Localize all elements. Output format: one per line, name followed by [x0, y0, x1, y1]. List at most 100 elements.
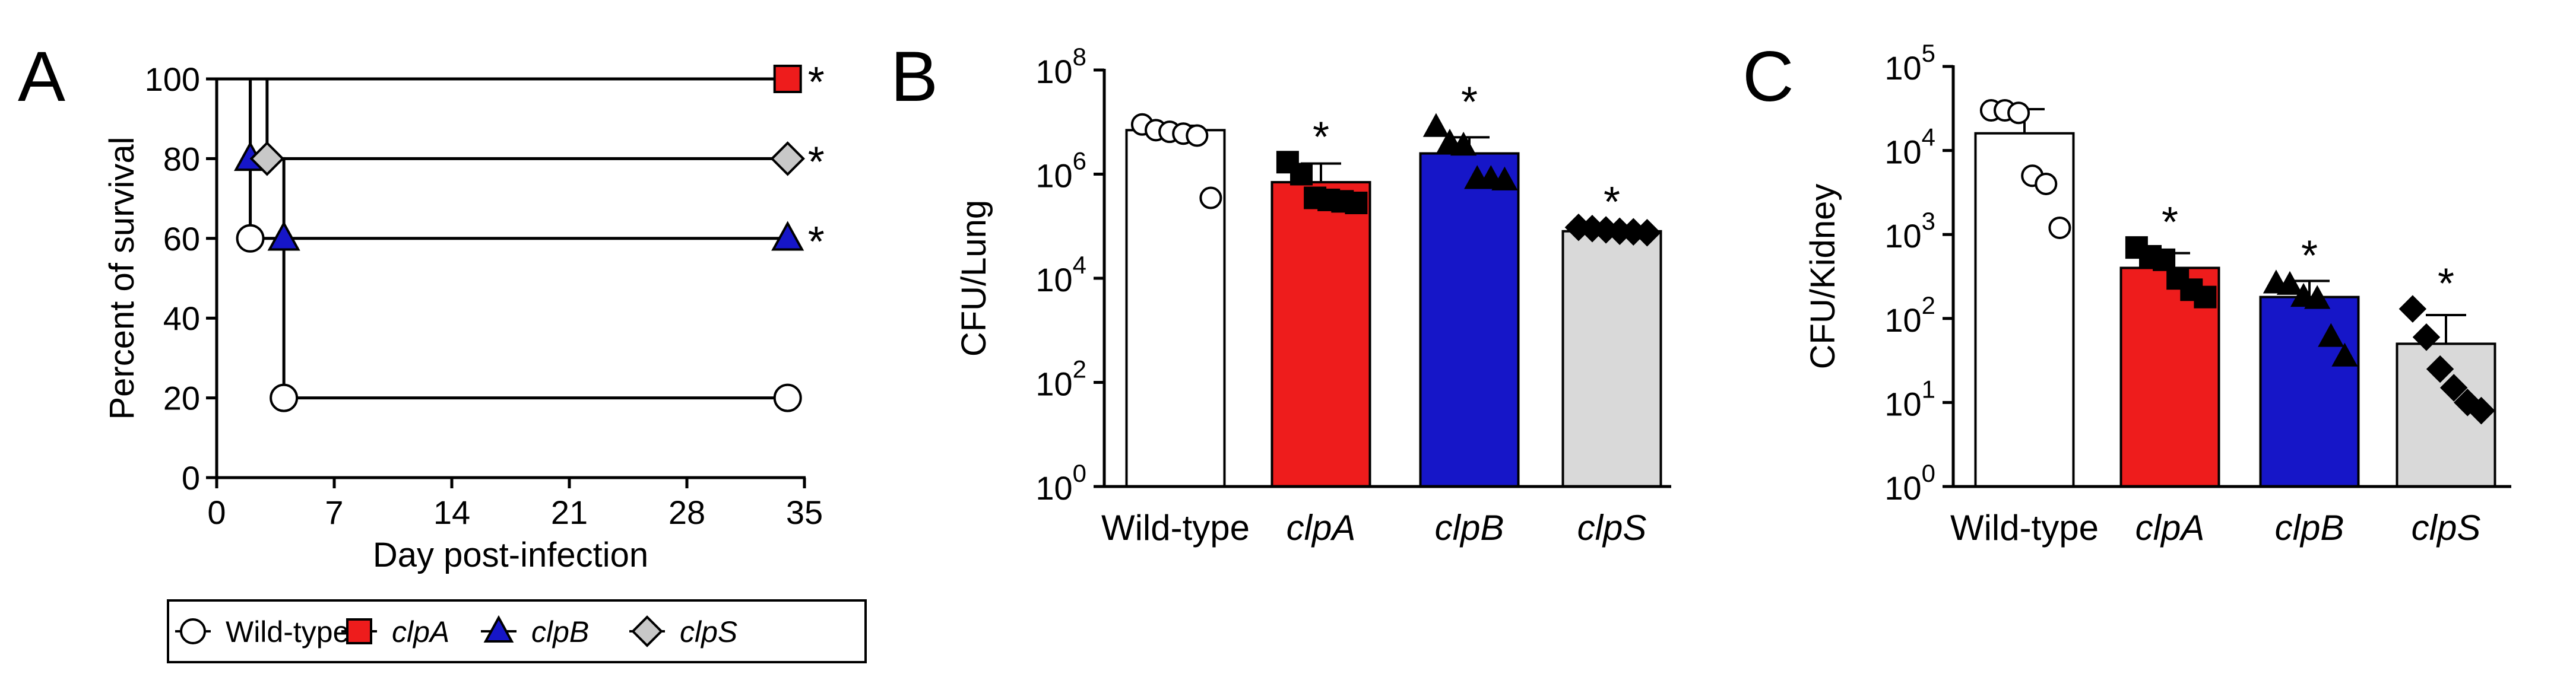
significance-star-clpa: * [2162, 199, 2178, 246]
y-tick-label: 100 [145, 61, 200, 98]
bar-clps [1561, 230, 1662, 488]
category-label-wild-type: Wild-type [1101, 508, 1250, 548]
panel-b-lung-chart: B 100 102 104 106 108 * * * Wild-type clpA clpB c… [891, 37, 1671, 548]
y-tick-label: 100 [1035, 459, 1086, 507]
data-point-wild-type [2048, 216, 2071, 239]
category-labels: Wild-type clpA clpB clpS [1950, 508, 2480, 548]
marker-clps [770, 141, 805, 176]
significance-star-clpb: * [808, 218, 825, 266]
legend-marker-wild-type [180, 618, 206, 644]
data-point-clpb [2318, 323, 2344, 347]
data-point-clps [2426, 355, 2454, 383]
data-point-clpb [1422, 113, 1449, 137]
y-axis-ticks: 100 102 104 106 108 [1035, 43, 1104, 507]
category-label-clpa: clpA [2135, 508, 2205, 548]
category-labels: Wild-type clpA clpB clpS [1101, 508, 1646, 548]
legend-label-clps: clpS [680, 615, 737, 649]
y-tick-label: 102 [1884, 291, 1935, 339]
data-point-clpb [2331, 342, 2358, 367]
marker-clpa [773, 65, 802, 93]
data-point-wild-type [2035, 172, 2058, 195]
survival-curve-clps [217, 77, 788, 160]
data-point-clpb [2304, 285, 2331, 309]
bars [1125, 129, 1662, 488]
y-tick-label: 103 [1884, 207, 1935, 255]
category-label-clps: clpS [2412, 508, 2481, 548]
y-axis-label: CFU/Kidney [1804, 184, 1842, 370]
y-axis-ticks: 100 101 102 103 104 105 [1884, 39, 1953, 507]
data-point-clpa [2153, 248, 2176, 271]
y-tick-label: 104 [1035, 251, 1086, 298]
legend: Wild-type clpA clpB clpS [167, 599, 867, 663]
data-point-clpa [1276, 151, 1299, 174]
category-label-clpb: clpB [2275, 508, 2344, 548]
y-tick-label: 40 [163, 300, 200, 337]
significance-markers: * * * [808, 59, 825, 266]
x-axis-ticks: 0 7 14 21 28 35 [207, 478, 823, 531]
significance-star-clps: * [808, 138, 825, 186]
data-point-clpa [1290, 163, 1313, 186]
y-axis-label: CFU/Lung [955, 200, 993, 357]
y-tick-label: 106 [1035, 147, 1086, 195]
y-tick-label: 80 [163, 140, 200, 177]
x-tick-label: 0 [207, 494, 226, 531]
axes [1102, 69, 1671, 488]
data-point-clps [2398, 295, 2427, 323]
survival-curves [217, 77, 788, 400]
panel-label-b: B [891, 37, 938, 116]
data-point-wild-type [2007, 101, 2030, 125]
y-tick-label: 102 [1035, 355, 1086, 403]
axes [215, 78, 806, 479]
data-point-clpb [1436, 128, 1463, 153]
data-point-clpa [2194, 285, 2217, 309]
bar-wild-type [1125, 129, 1226, 488]
bars [1974, 132, 2496, 488]
marker-wild-type [773, 383, 802, 412]
data-point-clpb [1491, 166, 1518, 190]
significance-star-clps: * [2438, 260, 2454, 308]
y-tick-label: 101 [1884, 375, 1935, 422]
significance-star-clpb: * [2301, 232, 2318, 279]
category-label-wild-type: Wild-type [1950, 508, 2099, 548]
significance-star-clpb: * [1461, 78, 1478, 126]
marker-wild-type [236, 224, 265, 253]
legend-marker-clps [631, 615, 663, 647]
significance-star-clpa: * [1313, 113, 1329, 161]
marker-wild-type [270, 383, 299, 412]
y-tick-label: 104 [1884, 123, 1935, 171]
category-label-clps: clpS [1577, 508, 1647, 548]
significance-star-clpa: * [808, 59, 825, 106]
legend-label-clpb: clpB [531, 615, 589, 649]
y-tick-label: 108 [1035, 43, 1086, 90]
marker-clpb [771, 221, 804, 251]
data-point-clps [2439, 374, 2468, 402]
legend-box [167, 599, 867, 663]
x-tick-label: 7 [325, 494, 343, 531]
panel-a-survival-chart: A 0 20 40 60 80 100 0 7 14 21 28 35 * * * Day post-i… [18, 37, 825, 574]
bar-clpb [2259, 295, 2360, 488]
y-tick-label: 20 [163, 380, 200, 417]
y-tick-label: 105 [1884, 39, 1935, 87]
y-tick-label: 100 [1884, 459, 1935, 507]
bar-clpb [1419, 152, 1520, 488]
significance-markers: * * * [1313, 78, 1620, 226]
data-point-clpb [1450, 132, 1477, 156]
x-axis-label: Day post-infection [373, 536, 648, 574]
legend-label-wild-type: Wild-type [226, 615, 349, 649]
category-label-clpb: clpB [1435, 508, 1504, 548]
data-point-wild-type [1199, 186, 1222, 209]
x-tick-label: 21 [551, 494, 588, 531]
panel-label-a: A [18, 37, 65, 116]
x-tick-label: 28 [668, 494, 705, 531]
error-bars [1155, 124, 1632, 231]
axes [1951, 65, 2511, 488]
marker-clps [249, 141, 285, 176]
legend-marker-clpb [483, 615, 514, 643]
significance-star-clps: * [1604, 179, 1620, 226]
legend-label-clpa: clpA [392, 615, 449, 649]
category-label-clpa: clpA [1287, 508, 1356, 548]
y-axis-ticks: 0 20 40 60 80 100 [145, 61, 217, 497]
data-point-wild-type [1186, 124, 1209, 147]
data-point-clpb [2276, 271, 2303, 295]
y-axis-label: Percent of survival [103, 136, 141, 419]
